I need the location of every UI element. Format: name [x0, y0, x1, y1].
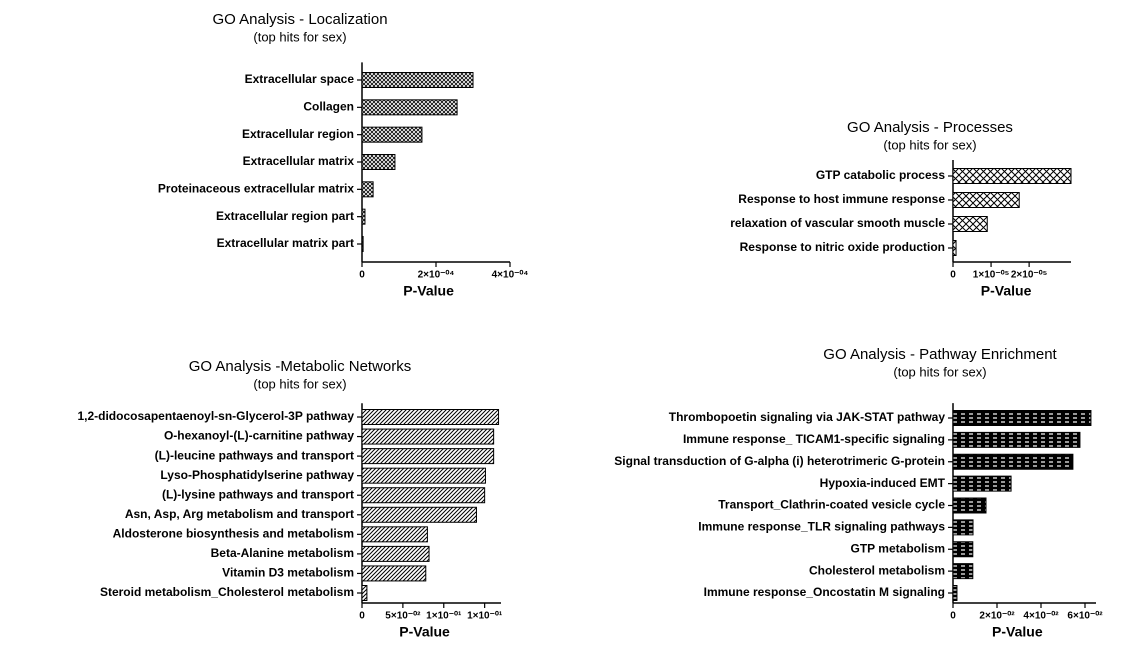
bar	[952, 192, 1020, 208]
y-tick-label: Vitamin D3 metabolism	[222, 566, 354, 580]
chart-title: GO Analysis - Localization	[212, 11, 387, 28]
bar	[361, 208, 366, 225]
bar	[361, 585, 368, 601]
x-tick-label: 0	[950, 611, 956, 622]
bar	[361, 448, 495, 465]
x-axis-label: P-Value	[981, 283, 1032, 299]
bar	[361, 72, 474, 88]
x-tick-label: 0	[359, 611, 365, 622]
y-tick-label: Response to host immune response	[738, 192, 945, 206]
bar	[952, 585, 958, 601]
chart-title: GO Analysis - Pathway Enrichment	[823, 346, 1057, 363]
y-tick-label: Response to nitric oxide production	[740, 240, 945, 254]
y-tick-label: Asn, Asp, Arg metabolism and transport	[125, 507, 354, 521]
y-tick-label: Aldosterone biosynthesis and metabolism	[113, 527, 354, 541]
x-tick-label: 0	[950, 270, 956, 281]
chart-subtitle: (top hits for sex)	[253, 29, 346, 44]
y-tick-label: Transport_Clathrin-coated vesicle cycle	[718, 498, 945, 512]
y-tick-label: Immune response_TLR signaling pathways	[698, 520, 945, 534]
bar	[952, 431, 1081, 448]
x-tick-label: 1×10⁻⁰¹	[426, 611, 462, 622]
bar	[952, 453, 1074, 470]
bar	[361, 181, 374, 198]
bar	[361, 99, 458, 116]
x-tick-label: 4×10⁻⁰⁴	[492, 270, 529, 281]
bar	[952, 240, 957, 256]
y-tick-label: Lyso-Phosphatidylserine pathway	[160, 468, 354, 482]
x-tick-label: 2×10⁻⁰⁴	[418, 270, 455, 281]
y-tick-label: relaxation of vascular smooth muscle	[730, 216, 945, 230]
chart-subtitle: (top hits for sex)	[253, 376, 346, 391]
bar	[361, 409, 500, 425]
chart-subtitle: (top hits for sex)	[893, 364, 986, 379]
x-axis-label: P-Value	[399, 624, 450, 640]
x-tick-label: 5×10⁻⁰²	[385, 611, 421, 622]
x-tick-label: 2×10⁻⁰²	[979, 611, 1015, 622]
y-tick-label: Steroid metabolism_Cholesterol metabolis…	[100, 585, 354, 599]
bar	[952, 410, 1092, 426]
chart-subtitle: (top hits for sex)	[883, 137, 976, 152]
x-tick-label: 2×10⁻⁰⁵	[1011, 270, 1048, 281]
x-tick-label: 0	[359, 270, 365, 281]
chart-title: GO Analysis -Metabolic Networks	[189, 358, 412, 375]
x-tick-label: 1×10⁻⁰¹	[467, 611, 503, 622]
bar	[952, 541, 974, 558]
y-tick-label: (L)-leucine pathways and transport	[155, 448, 354, 462]
bar	[361, 126, 423, 143]
chart-title: GO Analysis - Processes	[847, 119, 1013, 136]
y-tick-label: Hypoxia-induced EMT	[820, 476, 946, 490]
y-tick-label: Immune response_ TICAM1-specific signali…	[683, 432, 945, 446]
bar	[952, 216, 988, 232]
bar	[361, 526, 428, 543]
y-tick-label: Extracellular region part	[216, 209, 354, 223]
y-tick-label: (L)-lysine pathways and transport	[162, 487, 354, 501]
bar	[361, 487, 486, 504]
bar	[361, 565, 427, 582]
bar	[361, 545, 430, 562]
bar	[361, 467, 486, 484]
y-tick-label: Extracellular space	[245, 72, 355, 86]
x-axis-label: P-Value	[992, 624, 1043, 640]
bar	[952, 519, 974, 536]
y-tick-label: GTP metabolism	[851, 541, 945, 555]
x-tick-label: 6×10⁻⁰²	[1067, 611, 1103, 622]
y-tick-label: Extracellular matrix	[243, 154, 355, 168]
bar	[361, 236, 364, 252]
y-tick-label: Extracellular region	[242, 127, 354, 141]
y-tick-label: Extracellular matrix part	[217, 236, 354, 250]
y-tick-label: GTP catabolic process	[816, 168, 945, 182]
y-tick-label: Beta-Alanine metabolism	[211, 546, 354, 560]
bar	[952, 563, 974, 580]
bar	[952, 497, 987, 514]
y-tick-label: Signal transduction of G-alpha (i) heter…	[614, 454, 945, 468]
y-tick-label: Thrombopoetin signaling via JAK-STAT pat…	[669, 410, 946, 424]
bar	[361, 506, 477, 523]
y-tick-label: Collagen	[303, 100, 354, 114]
x-tick-label: 4×10⁻⁰²	[1023, 611, 1059, 622]
x-tick-label: 1×10⁻⁰⁵	[973, 270, 1010, 281]
y-tick-label: 1,2-didocosapentaenoyl-sn-Glycerol-3P pa…	[77, 409, 354, 423]
bar	[952, 168, 1072, 184]
bar	[361, 154, 396, 170]
bar	[952, 475, 1012, 492]
x-axis-label: P-Value	[403, 283, 454, 299]
y-tick-label: Immune response_Oncostatin M signaling	[704, 585, 945, 599]
y-tick-label: Cholesterol metabolism	[809, 563, 945, 577]
y-tick-label: Proteinaceous extracellular matrix	[158, 182, 354, 196]
bar	[361, 428, 495, 445]
y-tick-label: O-hexanoyl-(L)-carnitine pathway	[164, 429, 354, 443]
